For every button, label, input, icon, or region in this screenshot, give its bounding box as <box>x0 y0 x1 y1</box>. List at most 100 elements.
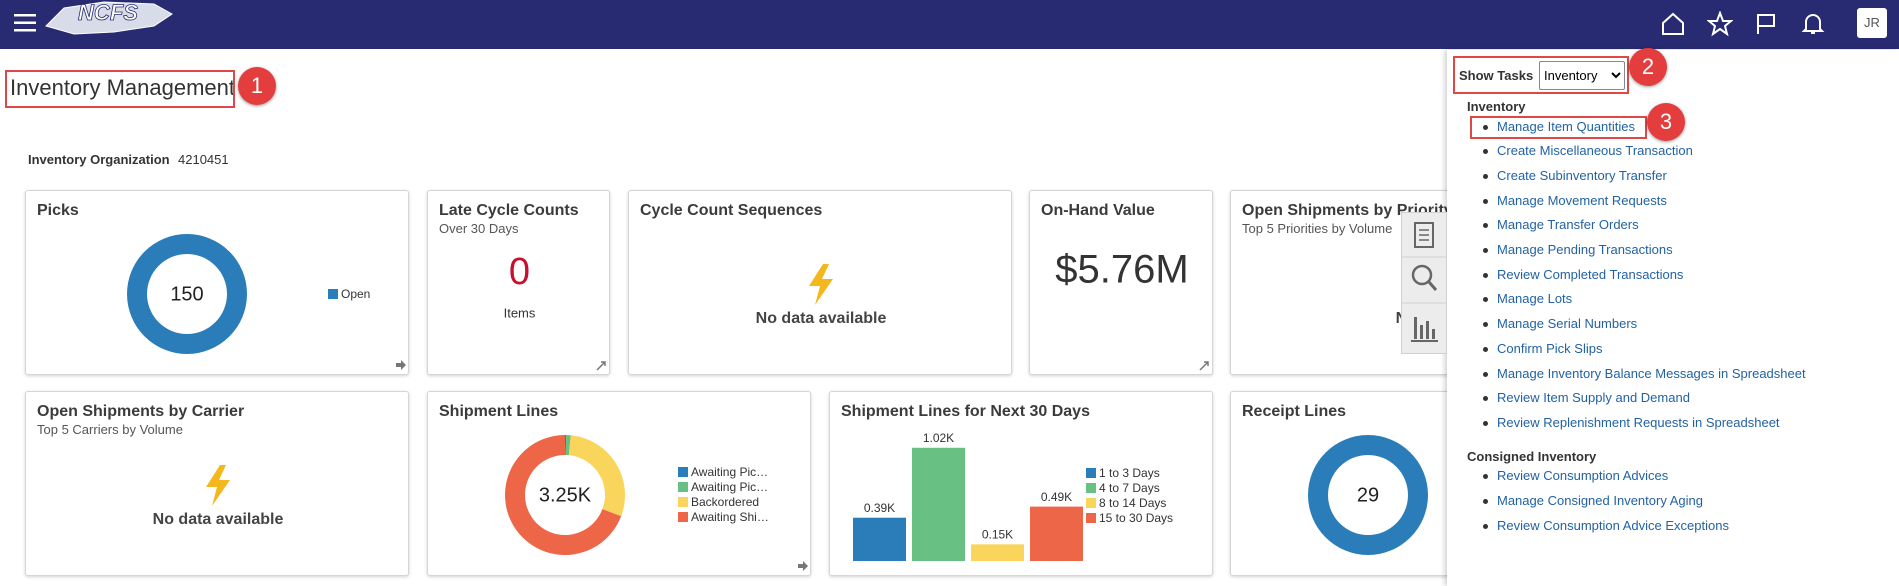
task-link[interactable]: Review Item Supply and Demand <box>1497 390 1690 406</box>
task-link[interactable]: Confirm Pick Slips <box>1497 340 1603 356</box>
legend-swatch <box>1086 498 1096 508</box>
drill-icon[interactable] <box>396 360 406 370</box>
logo[interactable]: NCFS <box>44 0 174 40</box>
org-label: Inventory Organization <box>28 152 170 167</box>
bar <box>971 544 1024 561</box>
task-link[interactable]: Review Completed Transactions <box>1497 266 1684 282</box>
donut-center-label: 29 <box>1357 484 1379 506</box>
bullet <box>1483 371 1488 377</box>
logo-text: NCFS <box>78 0 138 25</box>
task-link[interactable]: Manage Lots <box>1497 291 1573 307</box>
tile-graphic: $5.76M <box>1055 248 1209 371</box>
side-toolbar <box>1401 212 1447 354</box>
bullet <box>1483 248 1488 253</box>
legend-label: Open <box>341 287 370 301</box>
no-data-icon <box>206 465 230 506</box>
bar-value-label: 0.15K <box>982 528 1013 542</box>
legend-label: 4 to 7 Days <box>1099 481 1160 495</box>
legend-swatch <box>678 512 688 522</box>
task-link[interactable]: Manage Inventory Balance Messages in Spr… <box>1497 365 1806 381</box>
drill-icon[interactable] <box>798 561 808 571</box>
callout-badge: 3 <box>1647 103 1685 141</box>
kpi-value: 0 <box>509 251 530 293</box>
tile-subtitle: Top 5 Priorities by Volume <box>1242 221 1393 236</box>
show-tasks-label: Show Tasks <box>1459 68 1534 83</box>
bar <box>853 517 906 561</box>
tile-graphic: 0 Items <box>504 251 606 371</box>
task-link[interactable]: Review Consumption Advice Exceptions <box>1497 517 1729 533</box>
task-link[interactable]: Manage Pending Transactions <box>1497 242 1673 257</box>
org-value: 4210451 <box>178 152 229 167</box>
tile: 0.39K 1.02K 0.15K 0.49K 1 to 3 Days 4 to 7 Da… <box>829 391 1213 576</box>
kpi-value: $5.76M <box>1055 248 1188 292</box>
tile-title: Open Shipments by Priority <box>1242 202 1453 219</box>
tile-graphic: No data available <box>756 264 886 327</box>
bullet <box>1483 149 1488 155</box>
flag-icon[interactable] <box>1754 12 1778 36</box>
top-bar: NCFS JR <box>0 0 1899 49</box>
donut-segment <box>1308 435 1428 555</box>
legend-swatch <box>678 467 688 477</box>
tile: No data available Cycle Count Sequences <box>628 190 1012 375</box>
notifications-icon[interactable] <box>1801 11 1825 37</box>
donut-segment <box>565 435 571 456</box>
favorites-icon[interactable] <box>1707 11 1733 37</box>
user-avatar[interactable]: JR <box>1857 8 1887 38</box>
tile-title: Late Cycle Counts <box>439 202 579 219</box>
bar <box>912 447 965 561</box>
task-link[interactable]: Manage Consigned Inventory Aging <box>1497 492 1703 508</box>
legend-label: 8 to 14 Days <box>1099 496 1166 510</box>
home-icon[interactable] <box>1660 12 1686 36</box>
tile-subtitle: Top 5 Carriers by Volume <box>37 422 183 437</box>
bullet <box>1483 474 1488 480</box>
task-link[interactable]: Manage Item Quantities <box>1497 118 1636 134</box>
donut-center-label: 3.25K <box>539 484 592 506</box>
tile-title: Shipment Lines for Next 30 Days <box>841 403 1090 420</box>
bullet <box>1483 523 1488 529</box>
task-link[interactable]: Manage Transfer Orders <box>1497 217 1639 233</box>
task-link[interactable]: Manage Movement Requests <box>1497 192 1667 208</box>
task-link[interactable]: Manage Serial Numbers <box>1497 316 1638 332</box>
tile: 150 Open Picks <box>25 190 409 375</box>
donut-segment <box>568 435 625 517</box>
bullet <box>1483 322 1488 328</box>
bullet <box>1483 272 1488 278</box>
legend-label: Awaiting Pic… <box>691 465 768 479</box>
task-link[interactable]: Create Miscellaneous Transaction <box>1497 143 1693 159</box>
tile-graphic: No data available <box>153 465 284 528</box>
no-data-message: No data available <box>153 511 284 528</box>
bullet <box>1483 498 1488 504</box>
tile-graphic: 29 <box>1308 435 1428 555</box>
donut-segment <box>505 435 622 555</box>
tile-title: Open Shipments by Carrier <box>37 403 245 420</box>
tasks-select[interactable]: Inventory <box>1539 61 1625 90</box>
task-link[interactable]: Create Subinventory Transfer <box>1497 167 1667 183</box>
legend-swatch <box>678 497 688 507</box>
tile-title: Picks <box>37 202 79 219</box>
bullet <box>1483 198 1488 204</box>
no-data-icon <box>809 264 833 305</box>
highlight-box <box>1453 56 1629 94</box>
tile: 0 Items Late Cycle Counts Over 30 Days <box>427 190 610 375</box>
bullet <box>1483 173 1488 179</box>
task-link[interactable]: Review Replenishment Requests in Spreads… <box>1497 414 1780 430</box>
task-link[interactable]: Review Consumption Advices <box>1497 468 1669 484</box>
legend-swatch <box>678 482 688 492</box>
callout-badge: 1 <box>238 67 276 105</box>
toolbar-icons[interactable] <box>1402 213 1446 353</box>
legend-label: Backordered <box>691 495 759 509</box>
section-heading: Inventory <box>1467 99 1526 114</box>
tile-title: Shipment Lines <box>439 403 559 420</box>
tile: $5.76M On-Hand Value <box>1029 190 1213 375</box>
expand-icon[interactable] <box>596 361 606 371</box>
menu-icon[interactable] <box>14 13 36 33</box>
bar <box>1030 506 1083 561</box>
legend-swatch <box>1086 483 1096 493</box>
bar-value-label: 1.02K <box>923 431 954 445</box>
donut-segment <box>127 234 247 354</box>
section-heading: Consigned Inventory <box>1467 448 1597 464</box>
expand-icon[interactable] <box>1199 361 1209 371</box>
